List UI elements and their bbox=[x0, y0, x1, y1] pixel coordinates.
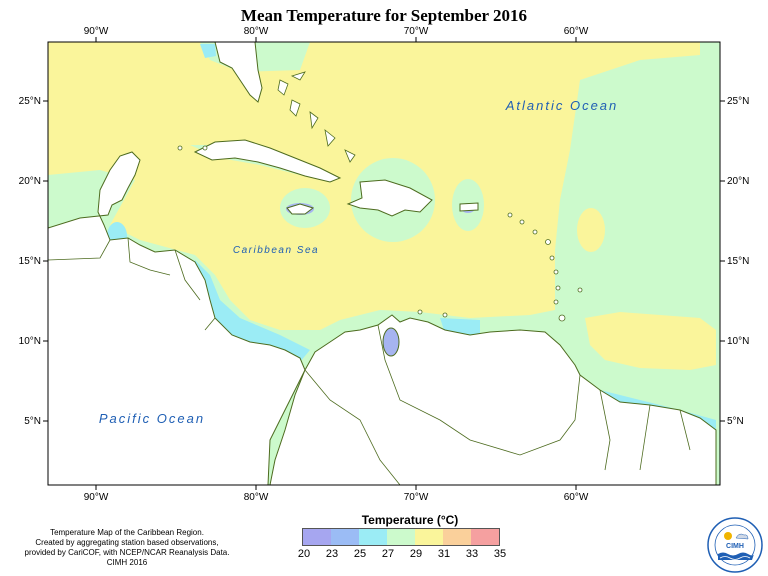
credit-line: Created by aggregating station based obs… bbox=[35, 538, 219, 547]
lon-label-bottom: 70°W bbox=[404, 492, 429, 503]
temperature-field-25-27-cuba bbox=[200, 44, 216, 58]
land-mexico-central-america bbox=[48, 151, 306, 485]
legend-swatch bbox=[359, 529, 387, 545]
legend-swatch bbox=[415, 529, 443, 545]
map-frame bbox=[47, 41, 721, 486]
legend-label: 27 bbox=[381, 548, 395, 560]
land-florida bbox=[214, 42, 263, 103]
logo-text: CIMH bbox=[726, 543, 744, 550]
lat-label-right: 10°N bbox=[727, 336, 749, 347]
legend-swatch bbox=[331, 529, 359, 545]
lat-label-left: 5°N bbox=[24, 416, 41, 427]
land-cuba bbox=[193, 139, 342, 183]
legend-label: 25 bbox=[353, 548, 367, 560]
land-hispaniola bbox=[346, 179, 433, 217]
legend-label: 35 bbox=[493, 548, 507, 560]
legend-label: 29 bbox=[409, 548, 423, 560]
map-title: Mean Temperature for September 2016 bbox=[240, 6, 528, 25]
lat-label-left: 20°N bbox=[19, 176, 41, 187]
legend-label: 23 bbox=[325, 548, 339, 560]
legend-label: 31 bbox=[437, 548, 451, 560]
land-jamaica bbox=[286, 203, 315, 215]
lat-label-right: 25°N bbox=[727, 96, 749, 107]
land-south-america bbox=[269, 314, 717, 485]
lat-label-right: 15°N bbox=[727, 256, 749, 267]
lon-label-top: 60°W bbox=[564, 26, 589, 37]
ocean-label-pacific: Pacific Ocean bbox=[99, 411, 205, 426]
small-islands bbox=[177, 71, 583, 322]
cimh-logo-icon: CIMH bbox=[707, 517, 763, 573]
credit-line: CIMH 2016 bbox=[106, 558, 148, 567]
legend-swatch bbox=[471, 529, 499, 545]
lat-label-left: 25°N bbox=[19, 96, 41, 107]
lon-label-top: 90°W bbox=[84, 26, 109, 37]
temperature-field-29-31-small bbox=[577, 208, 605, 252]
legend-swatch bbox=[443, 529, 471, 545]
ocean-label-caribbean: Caribbean Sea bbox=[233, 245, 319, 256]
lat-label-left: 15°N bbox=[19, 256, 41, 267]
map-area bbox=[48, 42, 720, 485]
map-credit: Temperature Map of the Caribbean Region.… bbox=[22, 528, 232, 568]
legend-swatch bbox=[303, 529, 331, 545]
legend-title: Temperature (°C) bbox=[361, 513, 459, 527]
lake-maracaibo bbox=[382, 327, 400, 357]
lon-label-bottom: 80°W bbox=[244, 492, 269, 503]
credit-line: Temperature Map of the Caribbean Region. bbox=[50, 528, 204, 537]
legend-color-bar bbox=[302, 528, 500, 546]
lon-label-top: 80°W bbox=[244, 26, 269, 37]
credit-line: provided by CariCOF, with NCEP/NCAR Rean… bbox=[24, 548, 230, 557]
lon-label-bottom: 90°W bbox=[84, 492, 109, 503]
ocean-label-atlantic: Atlantic Ocean bbox=[505, 98, 619, 113]
temperature-field-29-31-east bbox=[585, 312, 716, 370]
lat-label-right: 20°N bbox=[727, 176, 749, 187]
legend-labels: 20 23 25 27 29 31 33 35 bbox=[290, 548, 530, 562]
legend-swatch bbox=[387, 529, 415, 545]
legend-label: 20 bbox=[297, 548, 311, 560]
lat-label-right: 5°N bbox=[727, 416, 744, 427]
land-puerto-rico bbox=[459, 202, 479, 212]
lon-label-top: 70°W bbox=[404, 26, 429, 37]
country-borders bbox=[48, 237, 691, 485]
legend-label: 33 bbox=[465, 548, 479, 560]
lon-label-bottom: 60°W bbox=[564, 492, 589, 503]
lat-label-left: 10°N bbox=[19, 336, 41, 347]
axis-ticks bbox=[43, 37, 725, 490]
